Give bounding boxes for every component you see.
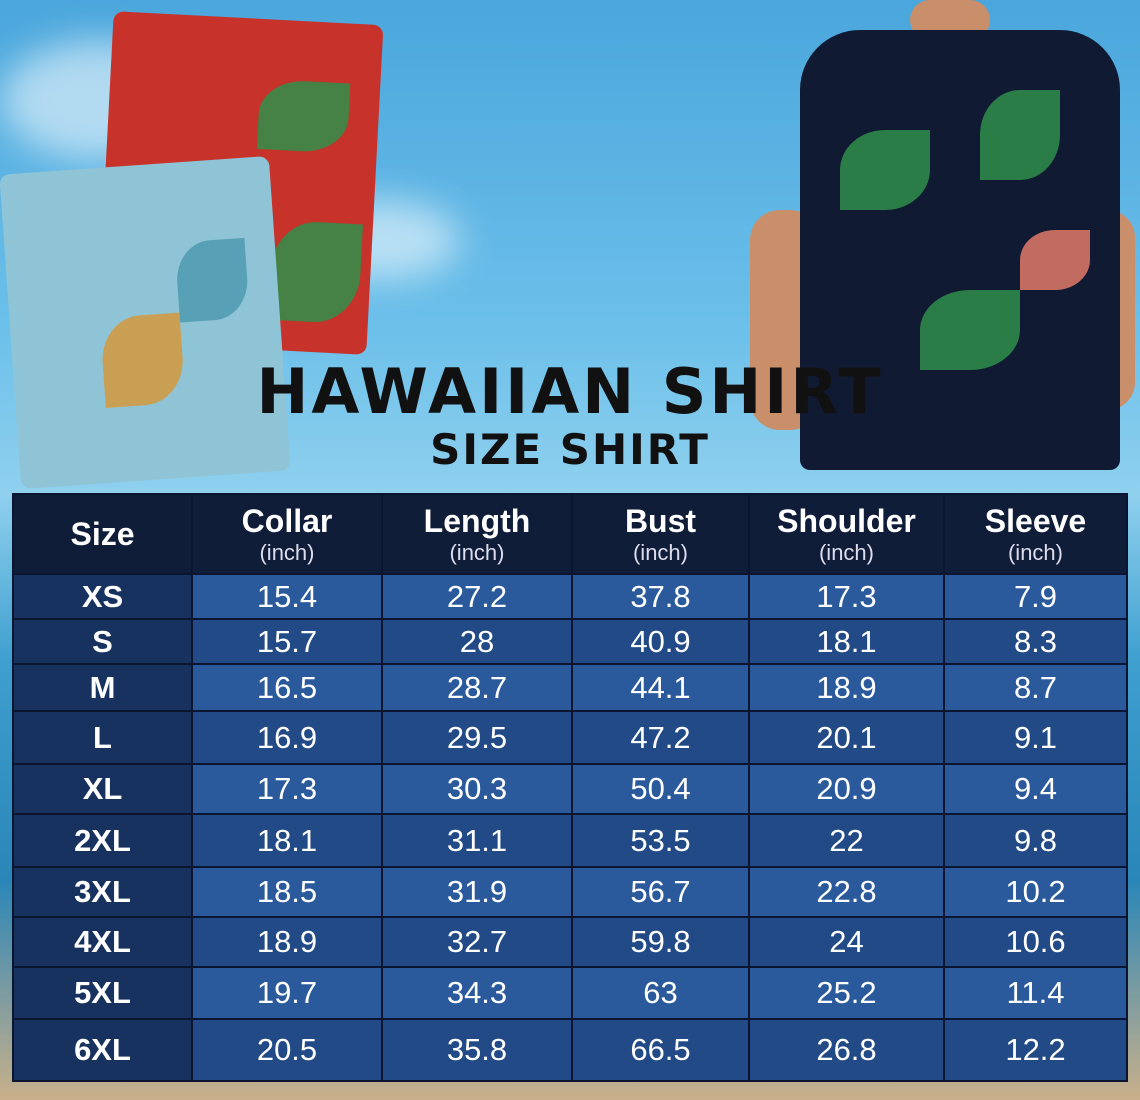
value-cell: 34.3 xyxy=(381,966,573,1020)
value-cell: 28.7 xyxy=(381,663,573,712)
table-row: 2XL 18.1 31.1 53.5 22 9.8 xyxy=(12,813,1128,868)
size-chart-table: Size Collar (inch) Length (inch) Bust (inch… xyxy=(12,493,1128,1082)
size-cell: M xyxy=(12,663,193,712)
table-row: 6XL 20.5 35.8 66.5 26.8 12.2 xyxy=(12,1018,1128,1082)
value-cell: 63 xyxy=(571,966,750,1020)
value-cell: 31.9 xyxy=(381,866,573,918)
value-cell: 18.9 xyxy=(191,916,383,968)
value-cell: 40.9 xyxy=(571,618,750,665)
table-row: S 15.7 28 40.9 18.1 8.3 xyxy=(12,618,1128,665)
table-row: XS 15.4 27.2 37.8 17.3 7.9 xyxy=(12,573,1128,620)
value-cell: 27.2 xyxy=(381,573,573,620)
value-cell: 44.1 xyxy=(571,663,750,712)
table-row: 3XL 18.5 31.9 56.7 22.8 10.2 xyxy=(12,866,1128,918)
value-cell: 30.3 xyxy=(381,763,573,815)
value-cell: 20.1 xyxy=(748,710,945,765)
size-cell: L xyxy=(12,710,193,765)
header-shoulder: Shoulder (inch) xyxy=(748,493,945,575)
value-cell: 32.7 xyxy=(381,916,573,968)
value-cell: 8.3 xyxy=(943,618,1128,665)
value-cell: 22.8 xyxy=(748,866,945,918)
value-cell: 16.5 xyxy=(191,663,383,712)
header-length: Length (inch) xyxy=(381,493,573,575)
header-bust: Bust (inch) xyxy=(571,493,750,575)
value-cell: 28 xyxy=(381,618,573,665)
value-cell: 50.4 xyxy=(571,763,750,815)
size-cell: 6XL xyxy=(12,1018,193,1082)
table-header-row: Size Collar (inch) Length (inch) Bust (inch… xyxy=(12,493,1128,575)
value-cell: 24 xyxy=(748,916,945,968)
value-cell: 9.8 xyxy=(943,813,1128,868)
value-cell: 18.9 xyxy=(748,663,945,712)
value-cell: 11.4 xyxy=(943,966,1128,1020)
size-cell: XL xyxy=(12,763,193,815)
value-cell: 17.3 xyxy=(748,573,945,620)
value-cell: 12.2 xyxy=(943,1018,1128,1082)
value-cell: 20.5 xyxy=(191,1018,383,1082)
value-cell: 9.1 xyxy=(943,710,1128,765)
value-cell: 17.3 xyxy=(191,763,383,815)
header-sleeve: Sleeve (inch) xyxy=(943,493,1128,575)
size-cell: 5XL xyxy=(12,966,193,1020)
value-cell: 18.1 xyxy=(748,618,945,665)
value-cell: 53.5 xyxy=(571,813,750,868)
value-cell: 22 xyxy=(748,813,945,868)
value-cell: 8.7 xyxy=(943,663,1128,712)
header-collar: Collar (inch) xyxy=(191,493,383,575)
header-size: Size xyxy=(12,493,193,575)
page-title: HAWAIIAN SHIRT xyxy=(256,355,884,428)
value-cell: 35.8 xyxy=(381,1018,573,1082)
table-row: XL 17.3 30.3 50.4 20.9 9.4 xyxy=(12,763,1128,815)
value-cell: 31.1 xyxy=(381,813,573,868)
size-cell: S xyxy=(12,618,193,665)
value-cell: 20.9 xyxy=(748,763,945,815)
value-cell: 56.7 xyxy=(571,866,750,918)
value-cell: 25.2 xyxy=(748,966,945,1020)
value-cell: 29.5 xyxy=(381,710,573,765)
value-cell: 66.5 xyxy=(571,1018,750,1082)
table-row: M 16.5 28.7 44.1 18.9 8.7 xyxy=(12,663,1128,712)
value-cell: 15.7 xyxy=(191,618,383,665)
table-row: L 16.9 29.5 47.2 20.1 9.1 xyxy=(12,710,1128,765)
size-cell: XS xyxy=(12,573,193,620)
page-subtitle: SIZE SHIRT xyxy=(430,425,710,474)
value-cell: 59.8 xyxy=(571,916,750,968)
value-cell: 18.5 xyxy=(191,866,383,918)
size-cell: 4XL xyxy=(12,916,193,968)
value-cell: 47.2 xyxy=(571,710,750,765)
value-cell: 15.4 xyxy=(191,573,383,620)
value-cell: 18.1 xyxy=(191,813,383,868)
value-cell: 10.2 xyxy=(943,866,1128,918)
value-cell: 10.6 xyxy=(943,916,1128,968)
table-row: 4XL 18.9 32.7 59.8 24 10.6 xyxy=(12,916,1128,968)
value-cell: 37.8 xyxy=(571,573,750,620)
table-row: 5XL 19.7 34.3 63 25.2 11.4 xyxy=(12,966,1128,1020)
size-cell: 2XL xyxy=(12,813,193,868)
value-cell: 7.9 xyxy=(943,573,1128,620)
value-cell: 19.7 xyxy=(191,966,383,1020)
model-photo xyxy=(750,0,1135,490)
value-cell: 9.4 xyxy=(943,763,1128,815)
value-cell: 16.9 xyxy=(191,710,383,765)
value-cell: 26.8 xyxy=(748,1018,945,1082)
size-cell: 3XL xyxy=(12,866,193,918)
